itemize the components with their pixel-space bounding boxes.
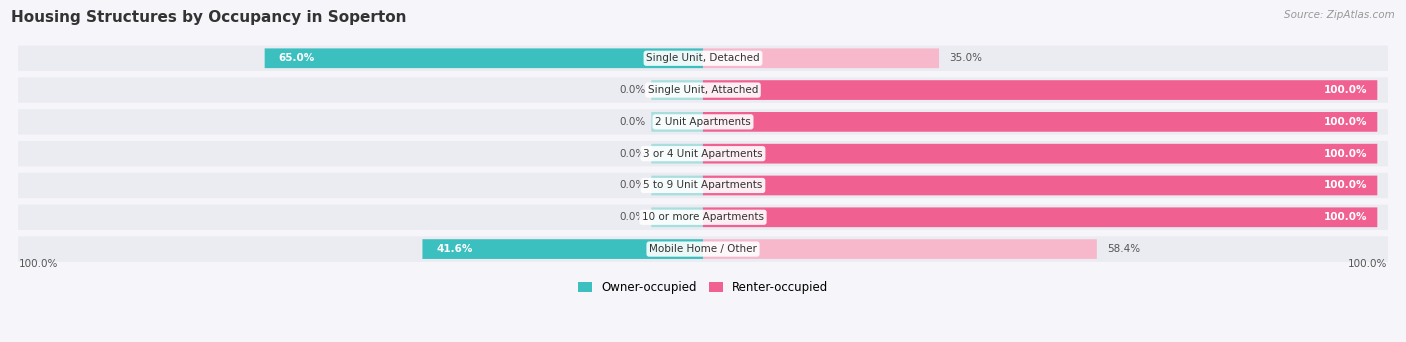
- Text: Source: ZipAtlas.com: Source: ZipAtlas.com: [1284, 10, 1395, 20]
- Text: 100.0%: 100.0%: [1323, 149, 1367, 159]
- FancyBboxPatch shape: [703, 49, 939, 68]
- Text: 58.4%: 58.4%: [1107, 244, 1140, 254]
- Text: 41.6%: 41.6%: [436, 244, 472, 254]
- Text: Mobile Home / Other: Mobile Home / Other: [650, 244, 756, 254]
- FancyBboxPatch shape: [18, 173, 1388, 198]
- FancyBboxPatch shape: [703, 239, 1097, 259]
- Text: Single Unit, Attached: Single Unit, Attached: [648, 85, 758, 95]
- FancyBboxPatch shape: [651, 207, 703, 227]
- Text: 100.0%: 100.0%: [1323, 85, 1367, 95]
- FancyBboxPatch shape: [18, 141, 1388, 167]
- Text: 100.0%: 100.0%: [18, 259, 58, 269]
- Text: 0.0%: 0.0%: [620, 117, 645, 127]
- FancyBboxPatch shape: [703, 207, 1378, 227]
- Text: 35.0%: 35.0%: [949, 53, 983, 63]
- Text: 0.0%: 0.0%: [620, 149, 645, 159]
- Text: 2 Unit Apartments: 2 Unit Apartments: [655, 117, 751, 127]
- Text: 100.0%: 100.0%: [1323, 212, 1367, 222]
- FancyBboxPatch shape: [651, 112, 703, 132]
- Text: 0.0%: 0.0%: [620, 181, 645, 190]
- FancyBboxPatch shape: [703, 80, 1378, 100]
- Text: Single Unit, Detached: Single Unit, Detached: [647, 53, 759, 63]
- Text: 100.0%: 100.0%: [1323, 181, 1367, 190]
- Text: 3 or 4 Unit Apartments: 3 or 4 Unit Apartments: [643, 149, 763, 159]
- FancyBboxPatch shape: [18, 109, 1388, 135]
- Legend: Owner-occupied, Renter-occupied: Owner-occupied, Renter-occupied: [572, 277, 834, 299]
- Text: Housing Structures by Occupancy in Soperton: Housing Structures by Occupancy in Soper…: [11, 10, 406, 25]
- FancyBboxPatch shape: [18, 77, 1388, 103]
- Text: 0.0%: 0.0%: [620, 212, 645, 222]
- FancyBboxPatch shape: [651, 175, 703, 195]
- Text: 10 or more Apartments: 10 or more Apartments: [643, 212, 763, 222]
- FancyBboxPatch shape: [651, 144, 703, 163]
- FancyBboxPatch shape: [651, 80, 703, 100]
- FancyBboxPatch shape: [422, 239, 703, 259]
- Text: 100.0%: 100.0%: [1348, 259, 1388, 269]
- Text: 65.0%: 65.0%: [278, 53, 315, 63]
- FancyBboxPatch shape: [703, 112, 1378, 132]
- FancyBboxPatch shape: [18, 236, 1388, 262]
- FancyBboxPatch shape: [703, 144, 1378, 163]
- Text: 0.0%: 0.0%: [620, 85, 645, 95]
- Text: 5 to 9 Unit Apartments: 5 to 9 Unit Apartments: [644, 181, 762, 190]
- Text: 100.0%: 100.0%: [1323, 117, 1367, 127]
- FancyBboxPatch shape: [703, 175, 1378, 195]
- FancyBboxPatch shape: [264, 49, 703, 68]
- FancyBboxPatch shape: [18, 45, 1388, 71]
- FancyBboxPatch shape: [18, 205, 1388, 230]
